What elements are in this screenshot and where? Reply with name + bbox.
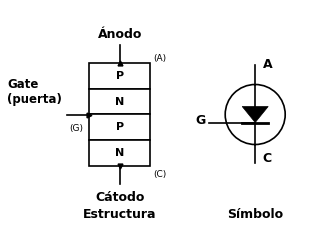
Polygon shape [242,106,268,123]
Text: G: G [195,114,205,127]
Text: Gate
(puerta): Gate (puerta) [7,79,62,106]
Text: Ánodo: Ánodo [97,28,142,41]
Circle shape [225,85,285,144]
Text: Símbolo: Símbolo [227,208,283,221]
Bar [89,114,150,140]
Bar [89,89,150,114]
Text: A: A [263,58,273,71]
Bar [89,63,150,89]
Text: N: N [115,148,124,158]
Text: C: C [262,152,271,165]
Bar [89,140,150,166]
Text: (G): (G) [69,124,83,133]
Text: P: P [115,122,124,132]
Text: P: P [115,71,124,81]
Text: Estructura: Estructura [83,208,156,221]
Text: Cátodo: Cátodo [95,191,144,204]
Text: (C): (C) [153,169,166,179]
Text: N: N [115,97,124,107]
Text: (A): (A) [153,55,166,63]
